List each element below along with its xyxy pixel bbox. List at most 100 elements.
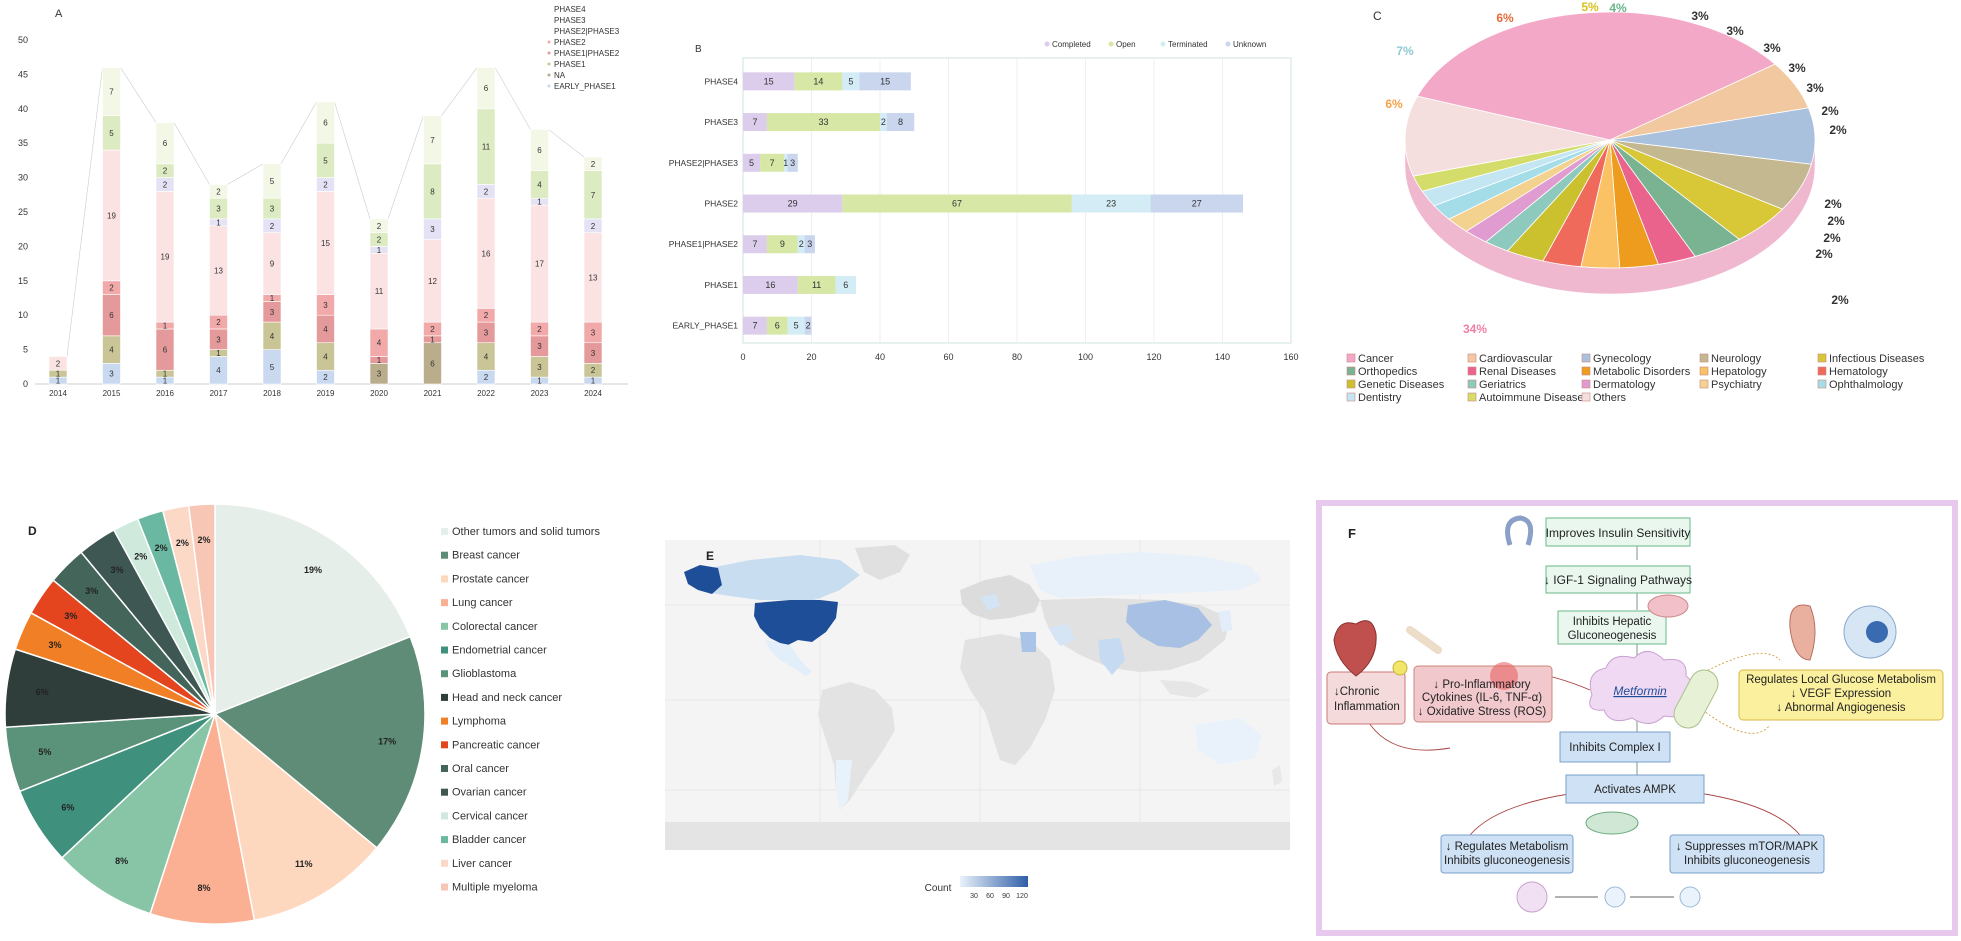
- metformin-text: Metformin: [1613, 684, 1667, 698]
- pie-slice-other-tumors-and-solid-tumors: [214, 503, 412, 716]
- bar-value-label: 2: [537, 325, 542, 334]
- x-tick-label: 2022: [477, 389, 495, 398]
- legend-label: PHASE3: [554, 16, 586, 25]
- greenland-region: [855, 545, 910, 580]
- bar-value-label: 2: [163, 180, 168, 189]
- bar-segment-unknown-2015: [102, 67, 121, 116]
- bar-segment-unknown-2016: [155, 122, 175, 165]
- bar-segment-completed-phase3: [743, 113, 767, 132]
- bar-value-label: 1: [56, 370, 61, 379]
- bar-value-label: 15: [321, 239, 330, 248]
- usa-region: [754, 600, 838, 646]
- y-category-label: PHASE4: [704, 76, 738, 86]
- panel-c-label: C: [1373, 9, 1382, 23]
- x-tick-label: 120: [1146, 352, 1161, 362]
- panel-e-label: E: [706, 549, 714, 563]
- bar-segment-unknown-2022: [476, 67, 496, 110]
- legend-swatch-oral-cancer: [441, 765, 448, 772]
- legend-label: PHASE2: [554, 38, 586, 47]
- legend-label: Unknown: [1233, 40, 1266, 49]
- bar-value-label: 2: [806, 321, 811, 331]
- bar-value-label: 1: [377, 356, 382, 365]
- bar-value-label: 1: [216, 218, 221, 227]
- bar-segment-unknown-2023: [530, 129, 549, 172]
- legend-swatch-unknown: [1225, 41, 1231, 47]
- bar-value-label: 2: [591, 222, 596, 231]
- bar-value-label: 67: [952, 199, 962, 209]
- legend-label: Ovarian cancer: [452, 787, 527, 799]
- bar-segment-unknown-2017: [209, 184, 228, 199]
- bar-value-label: 8: [430, 187, 435, 196]
- bar-segment-open-phase1-phase2: [766, 235, 798, 254]
- y-tick-label: 35: [18, 138, 28, 148]
- hepatic-box: [1557, 610, 1667, 645]
- bar-value-label: 5: [270, 177, 275, 186]
- legend-swatch-hepatology: [1699, 366, 1709, 376]
- hepatic-text-line2: Gluconeogenesis: [1568, 630, 1657, 642]
- connector-line: [120, 67, 157, 123]
- bar-value-label: 4: [216, 366, 221, 375]
- mtor-box: [1669, 834, 1825, 874]
- legend-label: Dentistry: [1358, 392, 1402, 404]
- legend-swatch-autoimmune-diseases: [1467, 392, 1477, 402]
- japan-region: [1218, 610, 1232, 632]
- bar-segment-unknown-2020: [369, 218, 389, 233]
- pie-slice-multiple-myeloma: [187, 503, 216, 715]
- heart-icon: [1333, 620, 1377, 677]
- legend-label: Terminated: [1168, 40, 1208, 49]
- x-tick-label: 0: [740, 352, 745, 362]
- cytokines-text-line3: ↓ Oxidative Stress (ROS): [1418, 706, 1547, 718]
- bar-segment-completed-phase1-phase2: [743, 235, 767, 254]
- legend-swatch-lung-cancer: [441, 599, 448, 607]
- panel-b-label: B: [695, 44, 702, 55]
- legend-label: Cancer: [1358, 353, 1394, 365]
- igf1-text: ↓ IGF-1 Signaling Pathways: [1544, 573, 1692, 587]
- legend-tick: 120: [1016, 893, 1028, 900]
- legend-swatch-gynecology: [1581, 353, 1591, 363]
- x-tick-label: 2014: [49, 389, 67, 398]
- legend-swatch-psychiatry: [1699, 379, 1709, 389]
- bar-value-label: 2: [109, 284, 114, 293]
- legend-title: Count: [925, 883, 952, 894]
- legend-label: Open: [1116, 40, 1136, 49]
- improves-insulin-text: Improves Insulin Sensitivity: [1546, 526, 1691, 540]
- connector-line: [173, 122, 210, 185]
- panel-f-mechanism-diagram: F Improves Insulin Sensitivity ↓ IGF-1 S…: [1316, 500, 1958, 936]
- bar-value-label: 19: [107, 211, 116, 220]
- bar-value-label: 33: [818, 117, 828, 127]
- bar-value-label: 13: [589, 273, 598, 282]
- western-europe-highlight: [980, 594, 1000, 610]
- y-category-label: EARLY_PHASE1: [672, 321, 738, 331]
- y-tick-label: 50: [18, 35, 28, 45]
- bar-value-label: 17: [535, 260, 544, 269]
- bar-value-label: 15: [764, 76, 774, 86]
- legend-label: Multiple myeloma: [452, 882, 538, 894]
- legend-label: Others: [1593, 392, 1627, 404]
- percent-label: 4%: [1609, 1, 1627, 15]
- bar-segment-terminated-phase4: [842, 72, 860, 91]
- percent-label: 8%: [198, 883, 211, 893]
- bar-value-label: 5: [109, 129, 114, 138]
- x-tick-label: 160: [1283, 352, 1298, 362]
- bar-value-label: 9: [270, 260, 275, 269]
- retina-icon: [1789, 604, 1816, 661]
- legend-label: Completed: [1052, 40, 1091, 49]
- bar-segment-unknown-2019: [316, 101, 335, 144]
- bar-value-label: 1: [783, 158, 788, 168]
- x-tick-label: 2017: [210, 389, 228, 398]
- legend-tick: 30: [970, 893, 978, 900]
- legend-label: PHASE4: [554, 5, 586, 14]
- x-tick-label: 2021: [424, 389, 442, 398]
- percent-label: 6%: [1385, 97, 1403, 111]
- bar-segment-terminated-phase1-phase2: [797, 235, 805, 254]
- legend-label: EARLY_PHASE1: [554, 82, 616, 91]
- mtor-line2: Inhibits gluconeogenesis: [1684, 855, 1810, 867]
- legend-label: Colorectal cancer: [452, 621, 538, 633]
- legend-swatch-renal-diseases: [1467, 366, 1477, 376]
- bar-value-label: 1: [591, 377, 596, 386]
- y-category-label: PHASE2: [704, 199, 738, 209]
- x-tick-label: 2016: [156, 389, 174, 398]
- percent-label: 2%: [1823, 231, 1841, 245]
- x-tick-label: 80: [1012, 352, 1022, 362]
